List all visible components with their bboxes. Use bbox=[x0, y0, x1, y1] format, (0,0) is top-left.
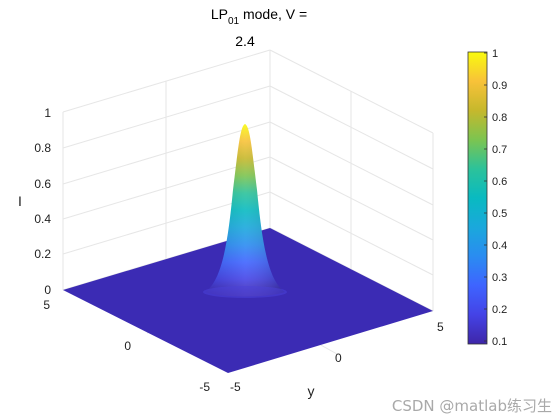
colorbar-tick-label: 0.4 bbox=[492, 240, 507, 252]
x-tick-label: -5 bbox=[199, 380, 210, 394]
z-tick-label: 0.2 bbox=[34, 247, 51, 261]
x-axis: 5 0 -5 bbox=[43, 298, 210, 394]
chart-title-line1: LP01 mode, V = bbox=[211, 6, 307, 27]
y-axis-label: y bbox=[308, 383, 315, 399]
colorbar-tick-label: 1 bbox=[492, 48, 498, 60]
colorbar-gradient bbox=[467, 51, 488, 345]
colorbar-tick-label: 0.6 bbox=[492, 176, 507, 188]
colorbar-tick-label: 0.3 bbox=[492, 272, 507, 284]
z-tick-label: 0.8 bbox=[34, 141, 51, 155]
colorbar-tick-label: 0.1 bbox=[492, 336, 507, 348]
y-tick-label: 5 bbox=[437, 320, 444, 334]
z-axis: 0 0.2 0.4 0.6 0.8 1 bbox=[34, 106, 51, 297]
surface-peak bbox=[203, 124, 287, 298]
z-axis-label: I bbox=[18, 193, 22, 209]
y-tick-label: -5 bbox=[230, 380, 241, 394]
z-tick-label: 0.6 bbox=[34, 177, 51, 191]
watermark: CSDN @matlab练习生 bbox=[391, 397, 552, 415]
colorbar: 1 0.9 0.8 0.7 0.6 0.5 0.4 0.3 0.2 0.1 bbox=[467, 48, 507, 348]
z-tick-label: 1 bbox=[44, 106, 51, 120]
colorbar-tick-label: 0.7 bbox=[492, 144, 507, 156]
surface-base bbox=[63, 228, 433, 373]
y-axis: -5 0 5 bbox=[230, 320, 444, 394]
x-tick-label: 0 bbox=[124, 339, 131, 353]
colorbar-tick-label: 0.9 bbox=[492, 80, 507, 92]
z-tick-label: 0.4 bbox=[34, 212, 51, 226]
chart-title-line2: 2.4 bbox=[235, 33, 255, 49]
colorbar-tick-label: 0.8 bbox=[492, 112, 507, 124]
colorbar-tick-label: 0.5 bbox=[492, 208, 507, 220]
x-tick-label: 5 bbox=[43, 298, 50, 312]
colorbar-tick-label: 0.2 bbox=[492, 304, 507, 316]
y-tick-label: 0 bbox=[335, 351, 342, 365]
z-tick-label: 0 bbox=[44, 283, 51, 297]
